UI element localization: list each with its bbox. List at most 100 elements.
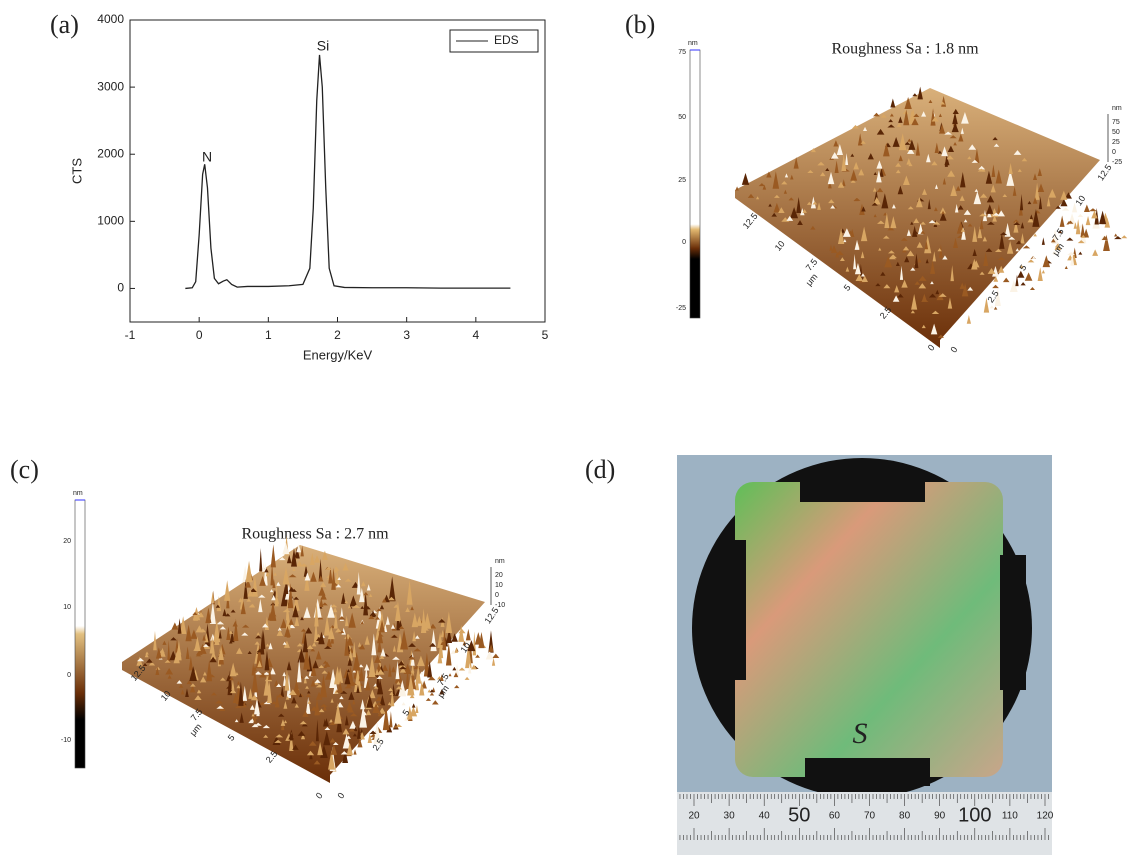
surface-peak: [934, 184, 939, 189]
surface-peak: [985, 170, 993, 184]
surface-peak: [977, 226, 983, 239]
y-tick-label: 3000: [97, 79, 124, 93]
surface-peak: [268, 642, 273, 650]
surface-peak: [322, 660, 328, 664]
surface-peak: [216, 621, 225, 625]
surface-peak: [1071, 202, 1078, 213]
surface-peak: [992, 137, 998, 141]
surface-peak: [912, 225, 918, 237]
surface-peak: [887, 124, 895, 128]
surface-peak: [229, 676, 234, 681]
surface-peak: [313, 555, 321, 563]
surface-peak: [306, 750, 315, 756]
surface-peak: [420, 685, 424, 690]
surface-peak: [342, 562, 349, 571]
surface-peak: [879, 168, 884, 177]
surface-peak: [896, 123, 902, 127]
surface-peak: [176, 680, 183, 684]
ruler-label: 90: [934, 811, 946, 822]
surface-peak: [961, 283, 969, 297]
ruler-scale: 20 30 40 50 60 70 80 90 100 110 120: [679, 794, 1054, 840]
surface-peak: [973, 191, 982, 205]
surface-peak: [1083, 228, 1090, 238]
surface-peak: [305, 694, 311, 698]
surface-peak: [959, 171, 966, 188]
surface-peak: [338, 616, 346, 620]
surface-peak: [860, 140, 866, 144]
surface-peak: [267, 611, 273, 621]
surface-peak: [373, 685, 379, 689]
surface-peak: [284, 625, 291, 637]
surface-peak: [269, 600, 277, 621]
surface-peak: [1002, 193, 1008, 197]
surface-peak: [1099, 210, 1107, 225]
surface-peak: [300, 616, 304, 621]
surface-peak: [1060, 198, 1068, 207]
surface-peak: [950, 265, 954, 282]
surface-peak: [226, 626, 231, 640]
surface-peak: [830, 152, 839, 159]
surface-peak: [225, 613, 231, 617]
surface-peak: [1008, 236, 1016, 240]
surface-peak: [267, 680, 272, 703]
surface-peak: [952, 112, 958, 125]
surface-peak: [294, 546, 300, 559]
surface-peak: [465, 644, 472, 669]
surface-peak: [231, 679, 235, 690]
surface-peak: [882, 235, 890, 239]
surface-peak: [329, 719, 334, 723]
surface-peak: [282, 566, 290, 585]
surface-peak: [226, 685, 233, 689]
surface-peak: [925, 258, 929, 264]
surface-peak: [382, 664, 388, 671]
surface-peak: [377, 669, 385, 675]
surface-peak: [915, 197, 923, 208]
surface-peak: [259, 575, 266, 586]
surface-peak: [445, 611, 453, 634]
surface-peak: [350, 682, 357, 686]
surface-peak: [294, 616, 300, 627]
surface-peak: [356, 571, 361, 595]
axis-tick-label: 0: [314, 791, 325, 801]
surface-peak: [251, 668, 258, 693]
surface-peak: [258, 598, 263, 613]
surface-peak: [897, 185, 904, 195]
surface-peak: [379, 694, 386, 706]
axis-tick-label: 5: [226, 733, 237, 743]
surface-peak: [992, 284, 999, 289]
surface-peak: [235, 671, 239, 676]
surface-peak: [229, 630, 235, 643]
surface-peak: [904, 96, 912, 109]
surface-peak: [468, 663, 472, 674]
z-axis-unit: nm: [1112, 105, 1122, 112]
surface-peak: [953, 237, 959, 248]
surface-peak: [1103, 234, 1110, 252]
surface-peak: [283, 720, 288, 724]
surface-peak: [245, 560, 253, 583]
surface-peak: [1020, 222, 1025, 229]
surface-peak: [255, 635, 262, 639]
surface-peak: [313, 760, 321, 765]
surface-peak: [297, 730, 306, 736]
surface-peak: [1064, 265, 1068, 269]
colorbar-tick-label: 25: [678, 177, 686, 184]
surface-peak: [238, 681, 244, 706]
surface-peak: [841, 154, 847, 172]
surface-peak: [1019, 265, 1024, 269]
surface-peak: [994, 248, 1002, 252]
surface-peak: [979, 271, 985, 275]
surface-peak: [454, 684, 460, 689]
surface-peak: [389, 711, 393, 728]
surface-peak: [349, 720, 357, 729]
surface-peak: [429, 692, 435, 696]
surface-peak: [1073, 222, 1078, 229]
surface-peak: [374, 654, 382, 663]
surface-peak: [1070, 252, 1075, 266]
surface-peak: [747, 193, 755, 198]
surface-peak: [898, 116, 903, 123]
surface-peak: [190, 629, 198, 639]
surface-peak: [242, 685, 248, 701]
surface-peak: [978, 165, 986, 170]
surface-peak: [342, 728, 350, 735]
surface-peak: [320, 582, 327, 587]
